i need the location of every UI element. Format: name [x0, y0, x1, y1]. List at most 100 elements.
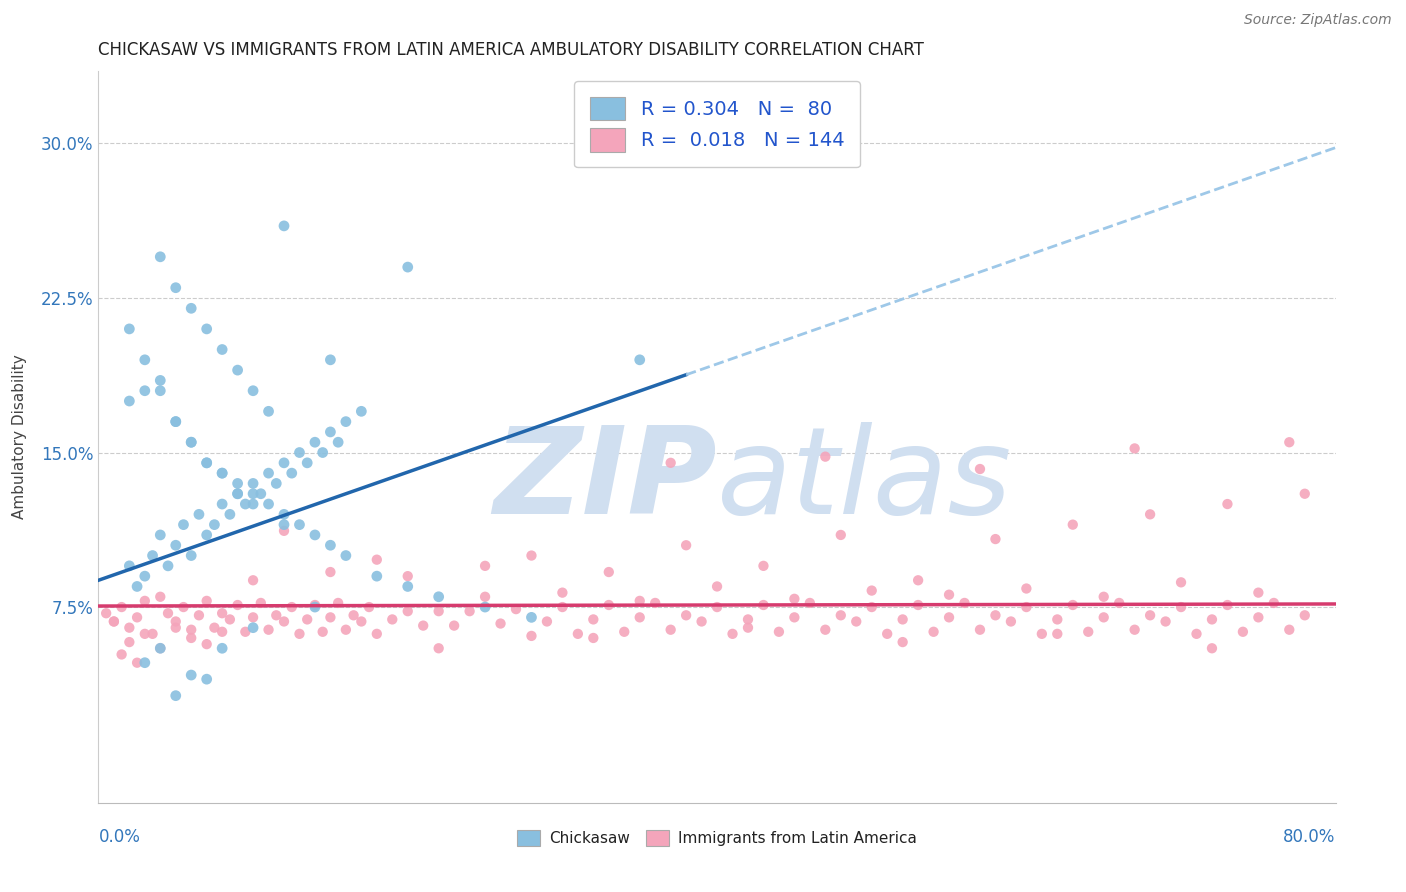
Point — [366, 627, 388, 641]
Point — [250, 596, 273, 610]
Point — [551, 600, 574, 615]
Point — [118, 558, 141, 573]
Point — [1185, 627, 1208, 641]
Point — [304, 598, 326, 612]
Point — [458, 604, 481, 618]
Point — [1108, 596, 1130, 610]
Point — [319, 352, 342, 367]
Point — [335, 415, 357, 429]
Point — [180, 549, 202, 563]
Point — [134, 352, 156, 367]
Point — [242, 487, 264, 501]
Point — [172, 517, 194, 532]
Point — [242, 574, 264, 588]
Point — [1046, 612, 1069, 626]
Point — [1015, 600, 1038, 615]
Point — [211, 641, 233, 656]
Point — [1077, 624, 1099, 639]
Point — [111, 600, 132, 615]
Point — [1201, 612, 1223, 626]
Point — [304, 600, 326, 615]
Point — [396, 569, 419, 583]
Point — [149, 641, 172, 656]
Point — [706, 579, 728, 593]
Point — [157, 558, 180, 573]
Point — [922, 624, 945, 639]
Point — [598, 565, 620, 579]
Point — [907, 598, 929, 612]
Point — [211, 466, 233, 480]
Point — [381, 612, 404, 626]
Point — [134, 656, 156, 670]
Point — [783, 610, 806, 624]
Point — [567, 627, 589, 641]
Point — [860, 583, 883, 598]
Point — [250, 487, 273, 501]
Point — [1247, 585, 1270, 599]
Point — [752, 558, 775, 573]
Point — [257, 466, 280, 480]
Point — [118, 621, 141, 635]
Point — [165, 415, 187, 429]
Point — [195, 456, 218, 470]
Point — [551, 585, 574, 599]
Point — [830, 608, 852, 623]
Point — [188, 608, 211, 623]
Point — [188, 508, 211, 522]
Point — [737, 612, 759, 626]
Point — [582, 631, 605, 645]
Point — [204, 621, 226, 635]
Point — [165, 415, 187, 429]
Legend: Chickasaw, Immigrants from Latin America: Chickasaw, Immigrants from Latin America — [510, 822, 924, 854]
Point — [343, 608, 366, 623]
Point — [1170, 575, 1192, 590]
Point — [520, 610, 543, 624]
Point — [953, 596, 976, 610]
Point — [257, 404, 280, 418]
Point — [226, 598, 249, 612]
Point — [845, 615, 868, 629]
Point — [134, 627, 156, 641]
Point — [219, 508, 242, 522]
Point — [628, 594, 651, 608]
Point — [134, 384, 156, 398]
Point — [938, 588, 960, 602]
Point — [1154, 615, 1177, 629]
Point — [233, 497, 257, 511]
Text: 80.0%: 80.0% — [1284, 828, 1336, 846]
Point — [157, 606, 180, 620]
Point — [297, 456, 319, 470]
Point — [288, 517, 311, 532]
Point — [1232, 624, 1254, 639]
Point — [412, 618, 434, 632]
Point — [489, 616, 512, 631]
Point — [396, 260, 419, 274]
Point — [242, 610, 264, 624]
Point — [204, 517, 226, 532]
Point — [195, 322, 218, 336]
Point — [273, 517, 295, 532]
Point — [304, 435, 326, 450]
Text: CHICKASAW VS IMMIGRANTS FROM LATIN AMERICA AMBULATORY DISABILITY CORRELATION CHA: CHICKASAW VS IMMIGRANTS FROM LATIN AMERI… — [98, 41, 924, 59]
Point — [830, 528, 852, 542]
Point — [1263, 596, 1285, 610]
Point — [127, 579, 149, 593]
Point — [149, 590, 172, 604]
Point — [233, 624, 257, 639]
Point — [366, 552, 388, 566]
Point — [520, 629, 543, 643]
Point — [319, 565, 342, 579]
Point — [969, 623, 991, 637]
Point — [180, 668, 202, 682]
Point — [969, 462, 991, 476]
Point — [96, 606, 118, 620]
Point — [1294, 487, 1316, 501]
Point — [211, 606, 233, 620]
Point — [984, 532, 1007, 546]
Point — [242, 621, 264, 635]
Point — [814, 450, 837, 464]
Point — [165, 538, 187, 552]
Point — [211, 497, 233, 511]
Point — [721, 627, 744, 641]
Point — [165, 689, 187, 703]
